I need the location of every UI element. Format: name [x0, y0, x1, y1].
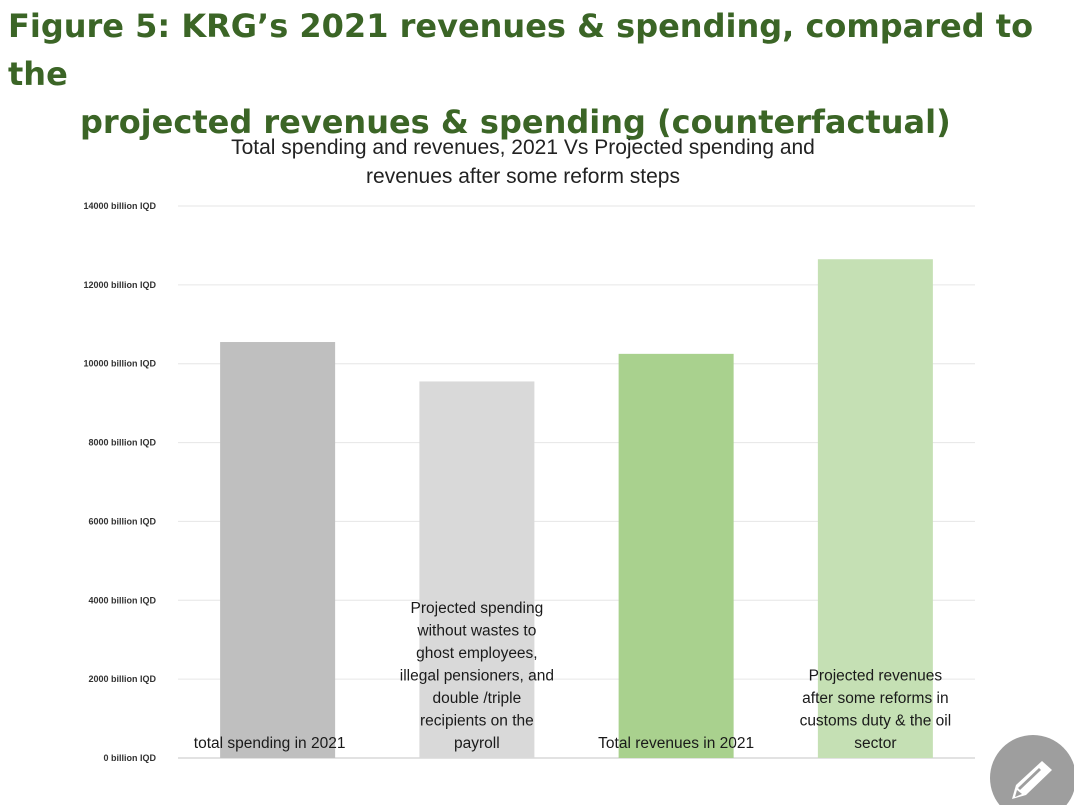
category-label: double /triple	[432, 690, 521, 707]
bar	[220, 342, 336, 758]
category-label: Total revenues in 2021	[598, 735, 754, 752]
chart-title-line: Total spending and revenues, 2021 Vs Pro…	[231, 136, 815, 159]
category-label: total spending in 2021	[194, 735, 346, 752]
category-label: without wastes to	[416, 623, 536, 640]
bar	[618, 353, 734, 758]
y-tick-label: 2000 billion IQD	[88, 674, 156, 684]
figure-title-line-2: projected revenues & spending (counterfa…	[80, 103, 951, 141]
category-label: payroll	[454, 735, 500, 752]
category-label: after some reforms in	[802, 690, 948, 707]
bar	[419, 381, 535, 758]
y-tick-label: 4000 billion IQD	[88, 595, 156, 605]
bar	[817, 259, 933, 758]
category-label: sector	[854, 735, 896, 752]
chart-title-line: revenues after some reform steps	[366, 165, 680, 188]
category-label: ghost employees,	[416, 645, 538, 662]
category-label: customs duty & the oil	[800, 713, 952, 730]
y-tick-label: 6000 billion IQD	[88, 516, 156, 526]
pencil-icon	[1012, 761, 1052, 799]
edit-button[interactable]	[990, 735, 1074, 805]
category-label: recipients on the	[420, 713, 534, 730]
bar-chart: Total spending and revenues, 2021 Vs Pro…	[83, 136, 975, 763]
category-label: illegal pensioners, and	[400, 668, 554, 685]
y-tick-label: 10000 billion IQD	[83, 359, 156, 369]
y-tick-label: 12000 billion IQD	[83, 280, 156, 290]
figure-title-line-1: Figure 5: KRG’s 2021 revenues & spending…	[8, 7, 1034, 93]
y-tick-label: 8000 billion IQD	[88, 438, 156, 448]
figure-title: Figure 5: KRG’s 2021 revenues & spending…	[8, 2, 1068, 146]
category-label: Projected revenues	[809, 668, 943, 685]
y-tick-label: 14000 billion IQD	[83, 201, 156, 211]
category-label: Projected spending	[411, 600, 544, 617]
y-tick-label: 0 billion IQD	[103, 753, 156, 763]
